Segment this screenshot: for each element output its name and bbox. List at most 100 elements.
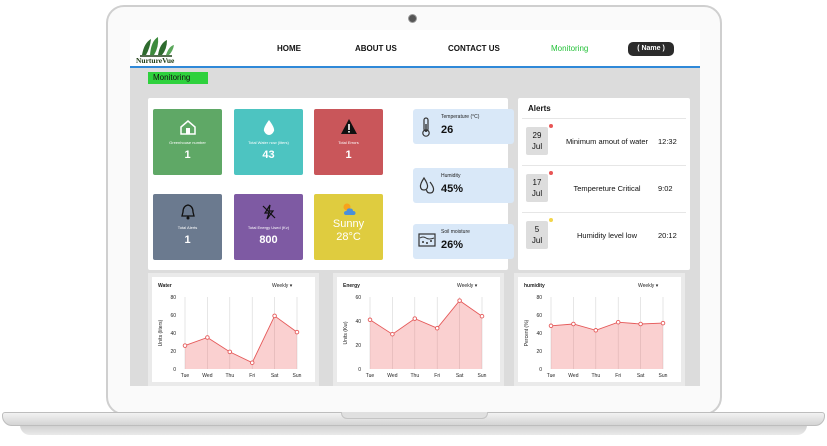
data-point xyxy=(205,335,210,340)
top-navbar: NurtureVue HOME ABOUT US CONTACT US Moni… xyxy=(130,30,700,68)
card-alerts: Total Alerts 1 xyxy=(153,194,222,260)
x-tick-label: Sun xyxy=(659,373,668,379)
y-tick-label: 20 xyxy=(170,349,176,355)
y-tick-label: 0 xyxy=(173,367,176,373)
alert-time: 20:12 xyxy=(658,231,677,240)
user-name-button[interactable]: ( Name ) xyxy=(628,42,674,56)
y-tick-label: 20 xyxy=(355,343,361,349)
humidity-drops-icon xyxy=(418,175,435,197)
series-line xyxy=(184,315,298,364)
alert-month: Jul xyxy=(531,142,543,151)
y-tick-label: 20 xyxy=(536,349,542,355)
x-tick-label: Tue xyxy=(366,373,375,379)
x-tick-label: Fri xyxy=(434,373,440,379)
alert-status-dot xyxy=(549,171,553,175)
x-tick-label: Wed xyxy=(202,373,212,379)
chart-title: Energy xyxy=(343,283,360,289)
alert-message: Minimum amout of water xyxy=(565,137,649,146)
webcam xyxy=(408,14,417,23)
card-value: 1 xyxy=(345,149,352,161)
series-line xyxy=(550,321,664,331)
sensor-humidity: Humidity 45% xyxy=(413,168,514,203)
sensor-value: 45% xyxy=(441,183,464,195)
page-label: Monitoring xyxy=(148,72,208,84)
card-value: 43 xyxy=(262,149,275,161)
laptop-notch xyxy=(341,412,488,419)
alert-day: 5 xyxy=(534,225,540,234)
y-tick-label: 60 xyxy=(170,313,176,319)
period-dropdown: Weekly ▾ xyxy=(272,283,293,289)
data-point xyxy=(660,320,666,326)
alert-item[interactable]: 17 Jul Tempereture Critical 9:02 xyxy=(522,165,686,213)
alert-date: 17 Jul xyxy=(526,174,548,202)
card-label: Total Water now (liters) xyxy=(248,140,289,145)
series-area xyxy=(185,315,297,369)
card-label: Total Alerts xyxy=(177,225,198,230)
data-point xyxy=(390,331,395,337)
energy-off-icon xyxy=(234,203,303,226)
y-axis-label: Percent (%) xyxy=(524,319,530,346)
data-point xyxy=(638,321,643,327)
data-point xyxy=(249,360,255,365)
series-area xyxy=(370,300,482,369)
card-label: Total Energy Used (Kv) xyxy=(247,225,290,230)
nav-contact-us[interactable]: CONTACT US xyxy=(448,44,500,53)
sensor-label: Soil moisture xyxy=(441,229,470,235)
alert-item[interactable]: 5 Jul Humidity level low 20:12 xyxy=(522,212,686,260)
thermometer-icon xyxy=(418,116,434,138)
nav-about-us[interactable]: ABOUT US xyxy=(355,44,397,53)
x-tick-label: Sun xyxy=(478,373,487,379)
x-tick-label: Fri xyxy=(615,373,621,379)
sensor-soil-moisture: Soil moisture 26% xyxy=(413,224,514,259)
alert-message: Humidity level low xyxy=(576,231,638,240)
alert-date: 29 Jul xyxy=(526,127,548,155)
x-tick-label: Fri xyxy=(249,373,255,379)
x-tick-label: Sun xyxy=(293,373,302,379)
alert-item[interactable]: 29 Jul Minimum amout of water 12:32 xyxy=(522,118,686,166)
data-point xyxy=(182,343,188,348)
card-value: 1 xyxy=(184,149,191,161)
water-chart-svg: Water Weekly ▾ 0 20 40 60 80 Tue Wed Thu Fri Sat Sun… xyxy=(158,283,302,379)
period-dropdown: Weekly ▾ xyxy=(457,283,478,289)
x-tick-label: Sat xyxy=(271,373,279,379)
data-point xyxy=(294,329,300,335)
sensor-value: 26 xyxy=(441,124,454,136)
x-tick-label: Thu xyxy=(225,373,234,379)
greenhouse-icon xyxy=(153,118,222,141)
nav-home[interactable]: HOME xyxy=(277,44,301,53)
y-tick-label: 80 xyxy=(536,295,542,301)
x-tick-label: Thu xyxy=(591,373,600,379)
data-point xyxy=(571,321,576,327)
alert-message: Tempereture Critical xyxy=(573,184,641,193)
x-tick-label: Wed xyxy=(387,373,397,379)
data-point xyxy=(615,319,621,325)
soil-icon xyxy=(418,231,436,253)
y-tick-label: 40 xyxy=(355,319,361,325)
series-area xyxy=(551,322,663,369)
data-point xyxy=(548,323,554,329)
nav-monitoring[interactable]: Monitoring xyxy=(551,44,589,53)
sensor-temperature: Temperature (°C) 26 xyxy=(413,109,514,144)
data-point xyxy=(227,349,233,355)
alert-time: 9:02 xyxy=(658,184,673,193)
y-axis-label: Units (Kw) xyxy=(343,321,349,344)
alerts-title: Alerts xyxy=(528,104,551,113)
humidity-chart-svg: humidity Weekly ▾ 0 20 40 60 80 Tue Wed Thu Fri Sat… xyxy=(524,283,668,379)
alert-status-dot xyxy=(549,218,553,222)
card-weather: Sunny 28°C xyxy=(314,194,383,260)
sensor-label: Humidity xyxy=(441,173,461,179)
alert-date: 5 Jul xyxy=(526,221,548,249)
y-tick-label: 40 xyxy=(536,331,542,337)
card-value: 1 xyxy=(184,234,191,246)
card-label: Total Errors xyxy=(338,140,359,145)
app-screen: NurtureVue HOME ABOUT US CONTACT US Moni… xyxy=(130,30,700,386)
warning-icon xyxy=(314,118,383,141)
stats-panel: Greenhouse number 1 Total Water now (lit… xyxy=(148,98,514,270)
card-errors: Total Errors 1 xyxy=(314,109,383,175)
energy-chart-svg: Energy Weekly ▾ 0 20 40 60 Tue Wed Thu Fri Sat Sun U… xyxy=(343,283,487,379)
data-point xyxy=(272,313,277,319)
chart-title: Water xyxy=(158,283,172,289)
brand-logo[interactable] xyxy=(138,34,180,64)
card-label: Greenhouse number xyxy=(169,140,206,145)
sensor-label: Temperature (°C) xyxy=(441,114,480,120)
